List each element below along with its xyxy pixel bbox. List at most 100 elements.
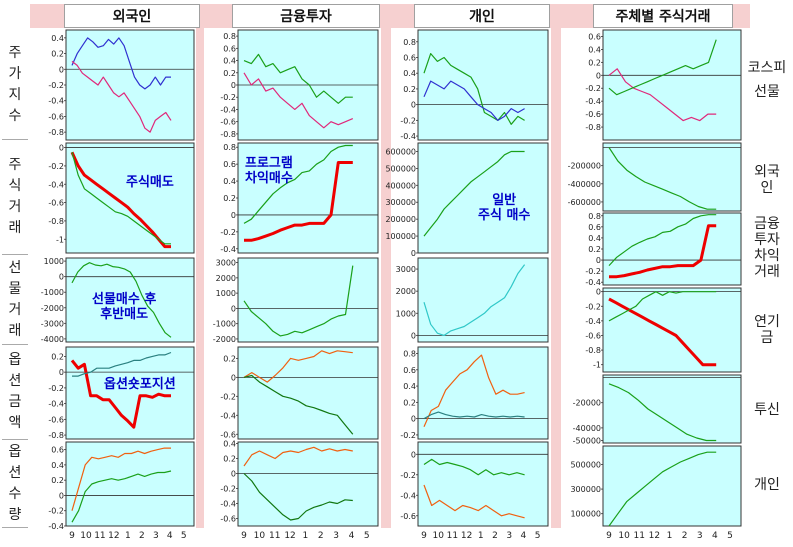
- series-line-green: [71, 152, 171, 245]
- y-tick-label: 0: [411, 450, 416, 459]
- series-line-darkgreen: [243, 473, 353, 521]
- y-tick-label: -0.2: [400, 471, 416, 480]
- right-label-line: 코스피: [747, 60, 787, 76]
- y-tick-label: 0: [411, 415, 416, 424]
- row-label-char: 량: [8, 506, 22, 523]
- y-tick-label: 0.4: [403, 382, 416, 391]
- y-tick-label: 0: [596, 256, 601, 265]
- series-line-red: [608, 297, 717, 367]
- series-line-blue: [423, 80, 525, 122]
- y-tick-label: 0.4: [223, 57, 236, 66]
- plot-area: [65, 29, 195, 141]
- right-label-line: 금융: [754, 215, 780, 232]
- y-tick-label: 0.6: [223, 44, 236, 53]
- row-label-char: 수: [8, 107, 22, 124]
- chart-panel: 0.2 0 -0.2 -0.4 -0.6 -0.8: [48, 346, 195, 440]
- chart-panel: 0.4 0.2 0 -0.2 -0.4 -0.6 -0.8: [48, 29, 195, 141]
- y-tick-label: -0.4: [220, 245, 236, 254]
- series-line-green: [423, 52, 525, 125]
- series-line-magenta: [243, 72, 354, 129]
- y-tick-label: 0: [411, 249, 416, 258]
- chart-panel: 0.6 0.4 0.2 0 -0.2 -0.4: [48, 441, 195, 531]
- series-line-green: [608, 451, 717, 527]
- chart-panel: 0.8 0.6 0.4 0.2 0 -0.2 -0.4: [585, 212, 742, 287]
- right-label-line: 투자: [754, 231, 780, 248]
- y-tick-label: 0.4: [51, 461, 64, 470]
- y-tick-label: -0.4: [220, 500, 236, 509]
- y-tick-label: 0.6: [403, 54, 416, 63]
- y-tick-label: 0: [411, 101, 416, 110]
- right-label-line: 차익: [754, 247, 780, 264]
- y-tick-label: 0.8: [223, 143, 236, 152]
- series-line-green: [608, 291, 717, 322]
- y-tick-label: 0.4: [403, 69, 416, 78]
- y-tick-label: 3000: [216, 259, 236, 268]
- y-tick-label: -0.6: [48, 199, 64, 208]
- y-tick-label: 0.2: [403, 398, 416, 407]
- y-tick-label: -0.2: [220, 485, 236, 494]
- series-line-green: [608, 214, 717, 267]
- y-tick-label: 0: [59, 273, 64, 282]
- y-tick-label: -0.6: [48, 112, 64, 121]
- y-tick-label: 100000: [385, 232, 416, 241]
- y-tick-label: 1000: [396, 309, 416, 318]
- right-label-line: 거래: [754, 263, 780, 280]
- y-tick-label: -0.6: [585, 331, 601, 340]
- y-tick-label: 0.2: [51, 476, 64, 485]
- divider-strip: [196, 28, 204, 528]
- y-tick-label: -1: [593, 361, 601, 370]
- plot-area: [417, 257, 549, 343]
- annotation-stock-selling: 주식매도: [126, 175, 174, 190]
- y-tick-label: -40000: [573, 424, 601, 433]
- row-label-char: 거: [8, 199, 22, 215]
- y-tick-label: -0.2: [48, 162, 64, 171]
- series-line-red: [70, 359, 171, 429]
- annotation-futures-buy-then-sell: 선물매수 후 후반매도: [92, 292, 157, 322]
- y-tick-label: -0.8: [48, 431, 64, 440]
- y-tick-label: 0.6: [588, 223, 601, 232]
- series-line-green: [608, 147, 717, 210]
- y-tick-label: -50000: [573, 436, 601, 445]
- y-tick-label: 0: [231, 304, 236, 313]
- right-label-investment-trust: 투신: [744, 385, 790, 435]
- y-tick-label: 0.2: [223, 69, 236, 78]
- y-tick-label: 0.2: [223, 455, 236, 464]
- y-tick-label: -0.2: [220, 392, 236, 401]
- y-tick-label: -0.8: [220, 130, 236, 139]
- y-tick-label: -0.4: [585, 317, 601, 326]
- row-label-char: 물: [8, 280, 22, 297]
- y-tick-label: -0.2: [585, 267, 601, 276]
- y-tick-label: -0.4: [220, 411, 236, 420]
- y-tick-label: -0.2: [585, 84, 601, 93]
- series-line-orange: [243, 446, 353, 467]
- column-header-trading-by-entity: 주체별 주식거래: [593, 4, 733, 28]
- y-tick-label: -1000: [41, 288, 64, 297]
- series-line-green: [243, 265, 354, 337]
- plot-area: [602, 374, 742, 444]
- y-tick-label: -0.6: [220, 515, 236, 524]
- y-tick-label: -0.2: [48, 507, 64, 516]
- series-line-orange: [243, 350, 353, 383]
- y-tick-label: 0.4: [223, 440, 236, 449]
- y-tick-label: -0.2: [585, 302, 601, 311]
- y-tick-label: 2000: [396, 287, 416, 296]
- y-tick-label: 300000: [570, 485, 601, 494]
- annotation-retail-stock-buying: 일반 주식 매수: [478, 193, 531, 223]
- y-tick-label: 0.6: [223, 160, 236, 169]
- row-label-char: 거: [8, 301, 22, 318]
- y-tick-label: 0.2: [588, 58, 601, 67]
- right-label-line: 선물: [754, 84, 780, 100]
- y-tick-label: 0: [231, 373, 236, 382]
- chart-panel: 0.4 0.2 0 -0.2 -0.4 -0.6: [220, 440, 379, 527]
- y-tick-label: -3000: [41, 319, 64, 328]
- series-line-orange: [71, 447, 171, 511]
- row-label-char: 지: [8, 86, 22, 103]
- y-tick-label: -0.4: [585, 278, 601, 287]
- y-tick-label: 0.6: [588, 32, 601, 41]
- row-label-char: 가: [8, 65, 22, 82]
- y-tick-label: -20000: [573, 399, 601, 408]
- plot-area: [602, 287, 742, 373]
- y-tick-label: 0.4: [588, 234, 601, 243]
